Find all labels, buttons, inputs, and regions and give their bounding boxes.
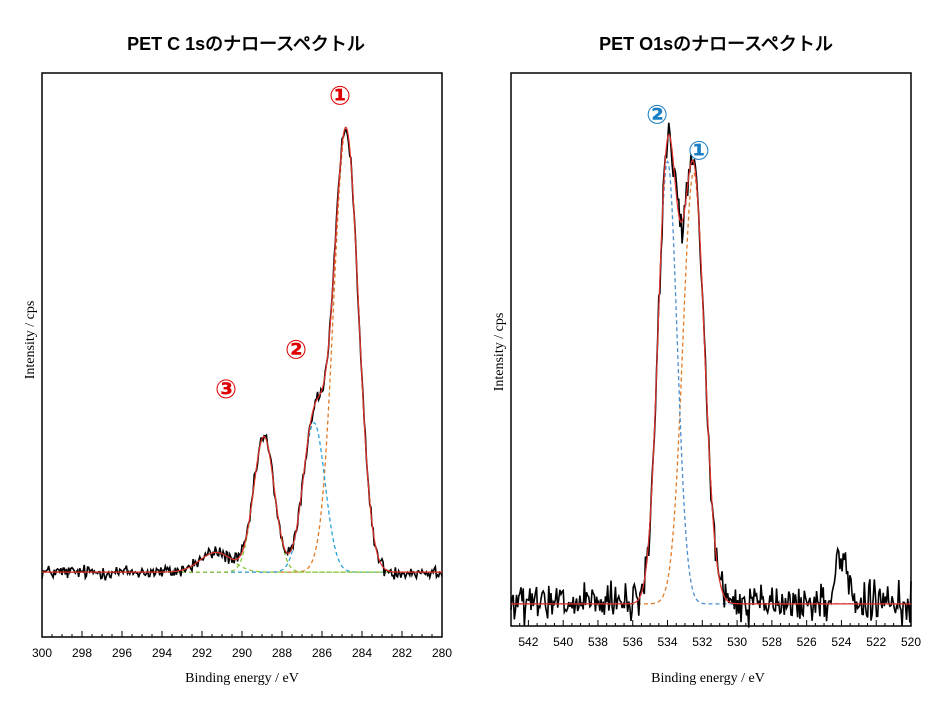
o1s-x-tick-label: 520 xyxy=(901,635,921,649)
o1s-fit-component-2 xyxy=(511,160,911,605)
c1s-x-tick-label: 296 xyxy=(112,646,132,660)
o1s-x-tick-label: 538 xyxy=(588,635,608,649)
o1s-x-tick-label: 528 xyxy=(762,635,782,649)
o1s-peak-annotation: ① xyxy=(688,136,710,166)
o1s-x-tick-label: 536 xyxy=(623,635,643,649)
c1s-x-tick-label: 288 xyxy=(272,646,292,660)
c1s-measured-spectrum xyxy=(41,128,443,581)
c1s-x-tick-label: 286 xyxy=(312,646,332,660)
o1s-x-tick-label: 522 xyxy=(866,635,886,649)
c1s-x-tick-label: 300 xyxy=(32,646,52,660)
c1s-x-tick-label: 284 xyxy=(352,646,372,660)
c1s-plot-area: 300 298 296 294 292 290 288 286 284 282 280 ① ② ③ xyxy=(32,72,452,660)
c1s-x-tick-label: 294 xyxy=(152,646,172,660)
o1s-fit-component-1 xyxy=(511,171,911,605)
c1s-chart-panel: PET C 1sのナロースペクトル Intensity / cps Bindin… xyxy=(23,34,452,686)
o1s-chart-title: PET O1sのナロースペクトル xyxy=(599,34,833,54)
c1s-x-axis-label: Binding energy / eV xyxy=(185,671,299,686)
c1s-x-tick-label: 290 xyxy=(232,646,252,660)
o1s-x-tick-label: 524 xyxy=(831,635,851,649)
c1s-peak-annotation: ③ xyxy=(215,375,237,405)
o1s-fit-envelope xyxy=(511,134,911,605)
c1s-y-axis-label: Intensity / cps xyxy=(23,301,38,380)
c1s-chart-title: PET C 1sのナロースペクトル xyxy=(127,34,365,54)
c1s-x-tick-label: 282 xyxy=(392,646,412,660)
o1s-plot-frame xyxy=(510,72,912,627)
o1s-chart-panel: PET O1sのナロースペクトル Intensity / cps Binding… xyxy=(492,34,921,686)
c1s-fit-component-1 xyxy=(42,128,442,573)
o1s-x-tick-label: 534 xyxy=(658,635,678,649)
o1s-x-tick-label: 542 xyxy=(518,635,538,649)
o1s-x-tick-label: 526 xyxy=(797,635,817,649)
o1s-x-tick-label: 532 xyxy=(692,635,712,649)
o1s-x-tick-label: 530 xyxy=(727,635,747,649)
o1s-peak-annotation: ② xyxy=(646,100,668,130)
o1s-x-axis-label: Binding energy / eV xyxy=(651,671,765,686)
o1s-x-tick-label: 540 xyxy=(553,635,573,649)
o1s-y-axis-label: Intensity / cps xyxy=(492,313,507,392)
c1s-fit-envelope xyxy=(42,126,442,573)
o1s-plot-area: 542 540 538 536 534 532 530 528 526 524 522 520 ②① xyxy=(510,72,921,649)
c1s-x-tick-label: 280 xyxy=(432,646,452,660)
c1s-x-tick-label: 292 xyxy=(192,646,212,660)
c1s-x-tick-label: 298 xyxy=(72,646,92,660)
c1s-fit-component-4 xyxy=(42,551,442,573)
c1s-peak-annotation: ② xyxy=(285,335,307,365)
c1s-peak-annotation: ① xyxy=(329,82,351,112)
o1s-measured-spectrum xyxy=(510,122,912,628)
